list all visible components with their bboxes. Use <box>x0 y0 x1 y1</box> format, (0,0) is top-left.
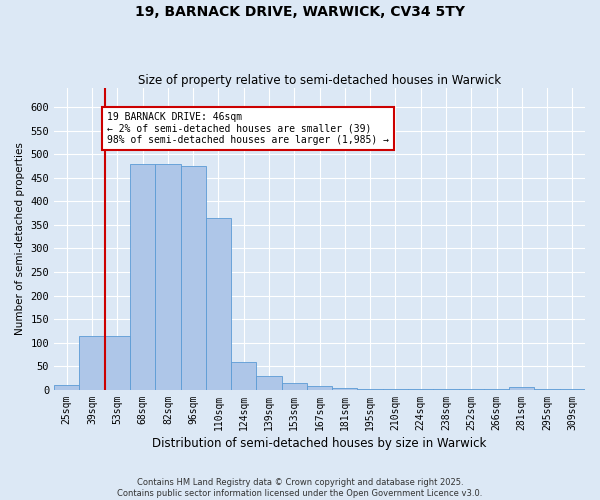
Bar <box>408 389 433 390</box>
Bar <box>105 336 130 390</box>
Bar <box>54 385 79 390</box>
X-axis label: Distribution of semi-detached houses by size in Warwick: Distribution of semi-detached houses by … <box>152 437 487 450</box>
Bar <box>79 336 105 390</box>
Title: Size of property relative to semi-detached houses in Warwick: Size of property relative to semi-detach… <box>138 74 501 87</box>
Bar <box>560 389 585 390</box>
Bar <box>256 376 281 390</box>
Bar <box>130 164 155 390</box>
Text: Contains HM Land Registry data © Crown copyright and database right 2025.
Contai: Contains HM Land Registry data © Crown c… <box>118 478 482 498</box>
Y-axis label: Number of semi-detached properties: Number of semi-detached properties <box>15 142 25 336</box>
Bar <box>155 164 181 390</box>
Bar <box>433 389 458 390</box>
Bar <box>484 389 509 390</box>
Bar <box>231 362 256 390</box>
Text: 19 BARNACK DRIVE: 46sqm
← 2% of semi-detached houses are smaller (39)
98% of sem: 19 BARNACK DRIVE: 46sqm ← 2% of semi-det… <box>107 112 389 145</box>
Bar <box>509 387 535 390</box>
Bar <box>181 166 206 390</box>
Bar <box>458 389 484 390</box>
Bar <box>358 388 383 390</box>
Bar <box>332 388 358 390</box>
Bar <box>281 383 307 390</box>
Bar <box>307 386 332 390</box>
Bar <box>383 388 408 390</box>
Text: 19, BARNACK DRIVE, WARWICK, CV34 5TY: 19, BARNACK DRIVE, WARWICK, CV34 5TY <box>135 5 465 19</box>
Bar <box>206 218 231 390</box>
Bar <box>535 389 560 390</box>
